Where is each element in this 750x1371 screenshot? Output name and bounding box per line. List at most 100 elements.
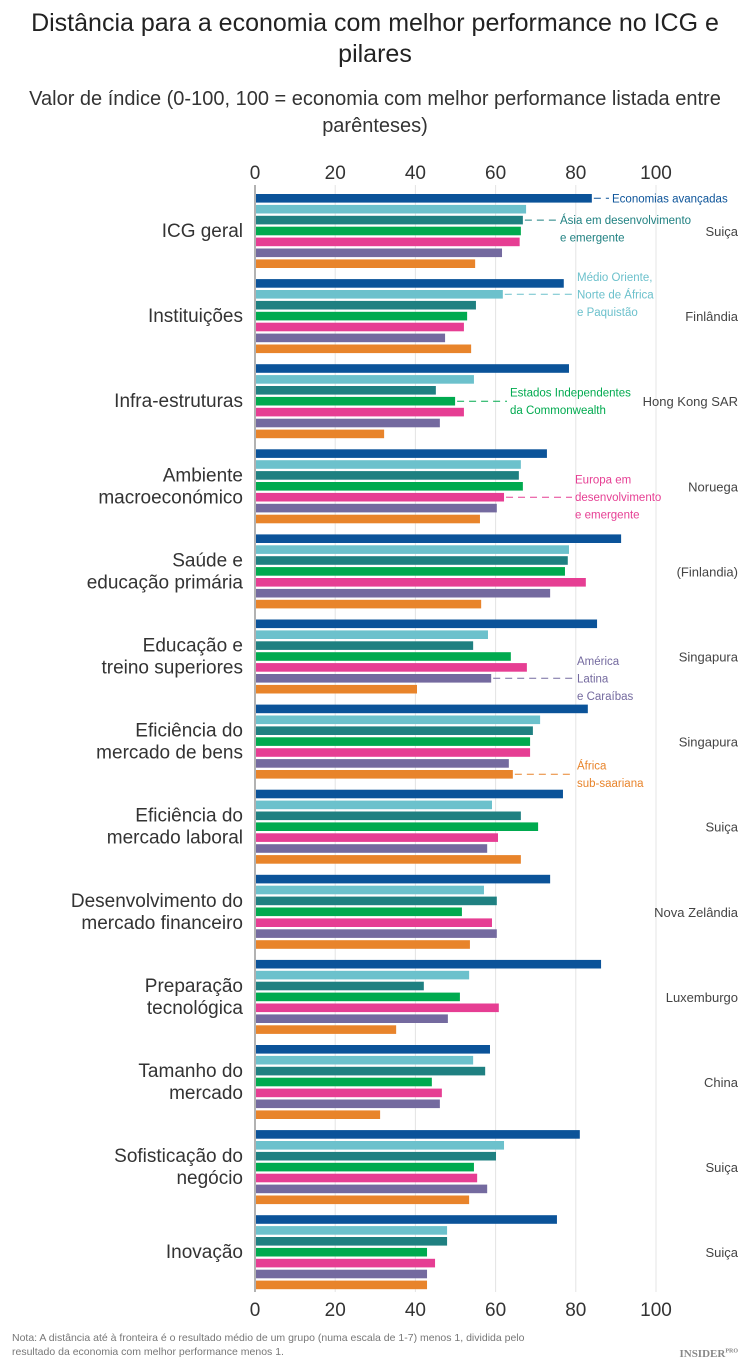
series-annotation-label: África	[577, 760, 607, 773]
category-label: Saúde e	[172, 550, 243, 571]
bar	[256, 940, 470, 949]
best-performer-label: Noruega	[688, 479, 739, 494]
bar	[256, 641, 474, 650]
category-label: Tamanho do	[138, 1061, 243, 1082]
best-performer-label: (Finlandia)	[677, 564, 738, 579]
bar	[256, 1045, 490, 1054]
bar	[256, 726, 533, 735]
best-performer-label: Finlândia	[685, 309, 739, 324]
bar	[256, 1003, 499, 1013]
bar	[256, 918, 492, 927]
category-label: macroeconómico	[98, 487, 243, 508]
bar	[256, 1226, 448, 1235]
bar	[256, 333, 446, 343]
x-tick-label-top: 20	[325, 163, 346, 184]
series-annotation-label: sub-saariana	[577, 778, 644, 790]
bar	[256, 1195, 470, 1205]
bar	[256, 599, 482, 609]
category-label: negócio	[176, 1168, 243, 1189]
best-performer-label: Suiça	[705, 1245, 738, 1260]
bar	[256, 800, 492, 810]
category-label: Instituições	[148, 306, 243, 327]
bar	[256, 556, 568, 565]
x-tick-label-bottom: 60	[485, 1300, 506, 1321]
bar	[256, 407, 464, 417]
series-annotation-label: e emergente	[560, 233, 625, 245]
category-label: Educação e	[143, 636, 243, 657]
bar	[256, 907, 462, 917]
bar	[256, 514, 480, 524]
series-annotation-label: e Caraíbas	[577, 691, 634, 703]
bar	[256, 1110, 381, 1119]
bar	[256, 1247, 428, 1257]
category-label: mercado laboral	[107, 828, 243, 849]
bar	[256, 194, 592, 203]
category-label: Eficiência do	[135, 721, 243, 742]
bar	[256, 1280, 428, 1290]
bar	[256, 279, 564, 288]
bar	[256, 822, 539, 831]
bar	[256, 1258, 436, 1268]
bar	[256, 1014, 448, 1023]
series-annotation-label: desenvolvimento	[575, 492, 661, 504]
bar	[256, 364, 569, 373]
category-label: mercado financeiro	[81, 913, 243, 934]
bar	[256, 1141, 505, 1150]
bar	[256, 567, 565, 576]
bar	[256, 482, 523, 491]
bar	[256, 1237, 448, 1246]
bar	[256, 344, 472, 354]
bar	[256, 460, 521, 469]
bar	[256, 1215, 557, 1224]
best-performer-label: Suiça	[705, 1160, 738, 1175]
bar	[256, 534, 622, 543]
bar	[256, 588, 551, 598]
best-performer-label: Singapura	[679, 650, 739, 665]
bar	[256, 311, 468, 321]
bar	[256, 1055, 474, 1065]
bar	[256, 770, 513, 779]
bar	[256, 503, 497, 513]
bar	[256, 885, 484, 895]
best-performer-label: Nova Zelândia	[654, 905, 739, 920]
category-label: Ambiente	[163, 465, 243, 486]
category-label: Infra-estruturas	[114, 391, 243, 412]
series-annotation-label: Estados Independentes	[510, 387, 631, 399]
bar	[256, 759, 509, 768]
series-annotation-label: Norte de África	[577, 288, 654, 301]
x-tick-label-bottom: 100	[640, 1300, 672, 1321]
bar	[256, 959, 602, 969]
bar	[256, 789, 563, 799]
bar	[256, 1099, 440, 1109]
series-annotation-label: América	[577, 656, 620, 668]
bar	[256, 396, 456, 406]
bar	[256, 492, 505, 502]
bar	[256, 748, 531, 757]
bar	[256, 204, 527, 214]
insider-pro-logo: INSIDERPRO	[679, 1348, 738, 1360]
bar	[256, 1173, 478, 1183]
bar	[256, 386, 436, 395]
bar	[256, 619, 598, 629]
bar	[256, 896, 497, 906]
bar	[256, 375, 474, 384]
bar	[256, 1151, 497, 1161]
bar	[256, 226, 521, 236]
series-annotation-label: e Paquistão	[577, 307, 638, 319]
category-label: Desenvolvimento do	[71, 891, 243, 912]
x-tick-label-bottom: 80	[565, 1300, 586, 1321]
bar	[256, 970, 470, 980]
series-annotation-label: Latina	[577, 673, 609, 685]
category-label: Eficiência do	[135, 806, 243, 827]
series-annotation-label: e emergente	[575, 510, 640, 522]
x-tick-label-top: 40	[405, 163, 426, 184]
best-performer-label: Suiça	[705, 820, 738, 835]
best-performer-label: Hong Kong SAR	[643, 394, 738, 409]
series-annotation-label: da Commonwealth	[510, 405, 606, 417]
bar	[256, 663, 527, 672]
category-label: educação primária	[87, 572, 244, 593]
x-tick-label-top: 80	[565, 163, 586, 184]
category-label: tecnológica	[147, 998, 244, 1019]
bar	[256, 811, 521, 821]
